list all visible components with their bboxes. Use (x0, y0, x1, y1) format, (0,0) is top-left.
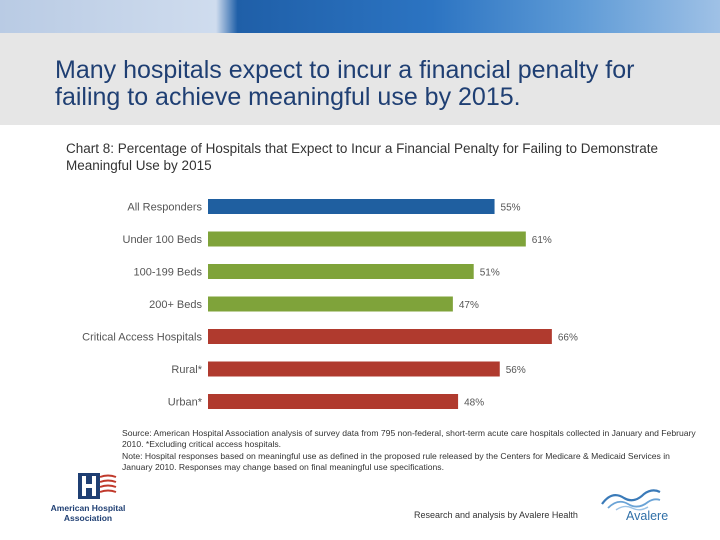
chart-caption: Chart 8: Percentage of Hospitals that Ex… (66, 141, 659, 173)
category-label: Urban* (168, 397, 203, 409)
value-label: 66% (558, 333, 578, 344)
aha-logo-icon (78, 473, 117, 499)
value-label: 51% (480, 268, 500, 279)
value-label: 48% (464, 398, 484, 409)
value-label: 55% (501, 203, 521, 214)
slide-title: Many hospitals expect to incur a financi… (55, 56, 635, 111)
aha-name-line2: Association (63, 513, 113, 523)
source-text: Source: American Hospital Association an… (122, 428, 696, 450)
credit-text: Research and analysis by Avalere Health (414, 510, 578, 520)
category-label: Critical Access Hospitals (82, 332, 202, 344)
bar (208, 394, 459, 409)
aha-name-line1: American Hospital (50, 503, 126, 513)
top-decorative-band (0, 0, 720, 33)
avalere-wave-icon (601, 489, 661, 511)
value-label: 61% (532, 235, 552, 246)
category-label: 100-199 Beds (134, 267, 203, 279)
bar (208, 264, 474, 279)
bar (208, 296, 453, 312)
category-label: Under 100 Beds (123, 234, 203, 246)
source-notes: Source: American Hospital Association an… (122, 428, 702, 474)
aha-name: American Hospital Association (40, 503, 136, 523)
bar (208, 199, 495, 214)
bar (208, 329, 552, 344)
avalere-name: Avalere (626, 509, 669, 523)
category-label: Rural* (171, 364, 202, 376)
value-label: 56% (506, 365, 526, 376)
bar (208, 231, 526, 247)
value-label: 47% (459, 300, 479, 311)
category-label: 200+ Beds (149, 299, 202, 311)
category-label: All Responders (127, 202, 202, 214)
bar-chart: All Responders 55% Under 100 Beds 61% 100-19… (82, 199, 578, 409)
title-band (0, 33, 720, 125)
bar (208, 361, 500, 377)
note-text: Note: Hospital responses based on meanin… (122, 450, 670, 473)
